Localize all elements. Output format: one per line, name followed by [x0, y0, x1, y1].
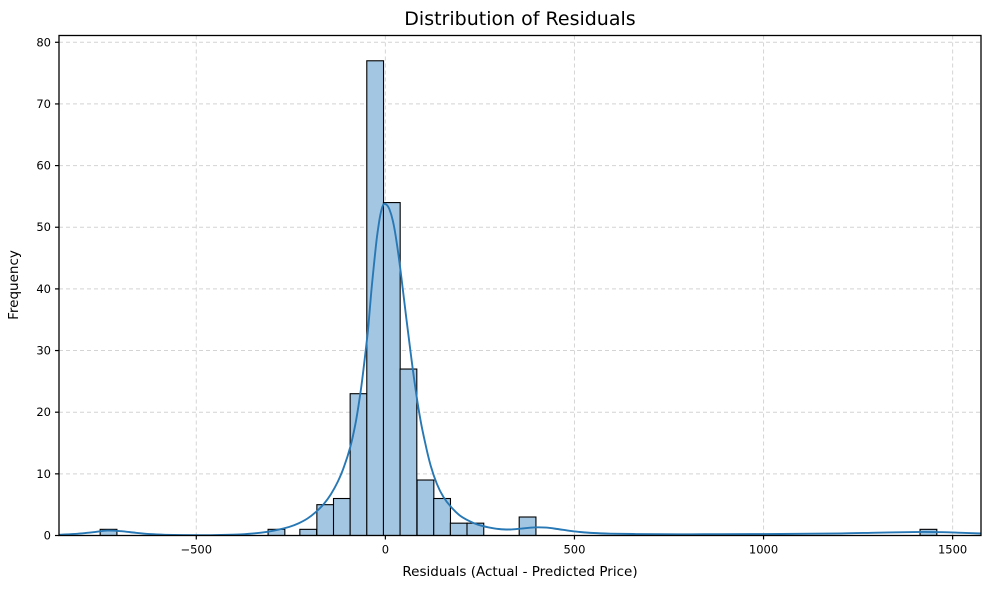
x-tick-label: −500: [180, 543, 212, 557]
x-tick-label: 500: [563, 543, 585, 557]
histogram-bar: [349, 393, 368, 536]
histogram-bar: [416, 479, 435, 536]
y-tick-label: 10: [36, 467, 51, 481]
x-axis-label: Residuals (Actual - Predicted Price): [402, 564, 638, 580]
kde-curve: [59, 202, 981, 536]
x-tick-label: 1500: [938, 543, 967, 557]
y-tick-label: 30: [36, 344, 51, 358]
plot-border: [58, 34, 982, 537]
histogram-bar: [449, 522, 468, 536]
x-tick-label: 1000: [749, 543, 778, 557]
histogram-bar: [299, 528, 318, 536]
histogram-bar: [433, 497, 452, 536]
y-tick-label: 70: [36, 97, 51, 111]
y-tick-label: 80: [36, 35, 51, 49]
y-tick-label: 60: [36, 159, 51, 173]
y-tick-label: 40: [36, 282, 51, 296]
y-tick-label: 20: [36, 405, 51, 419]
histogram-bar: [332, 497, 351, 536]
histogram-bar: [399, 368, 418, 536]
chart-title: Distribution of Residuals: [404, 8, 636, 30]
histogram-bar: [366, 60, 385, 536]
y-tick-label: 0: [44, 529, 51, 543]
histogram-bar: [518, 516, 537, 536]
y-tick-label: 50: [36, 220, 51, 234]
x-tick-label: 0: [382, 543, 389, 557]
histogram-bar: [99, 528, 118, 536]
